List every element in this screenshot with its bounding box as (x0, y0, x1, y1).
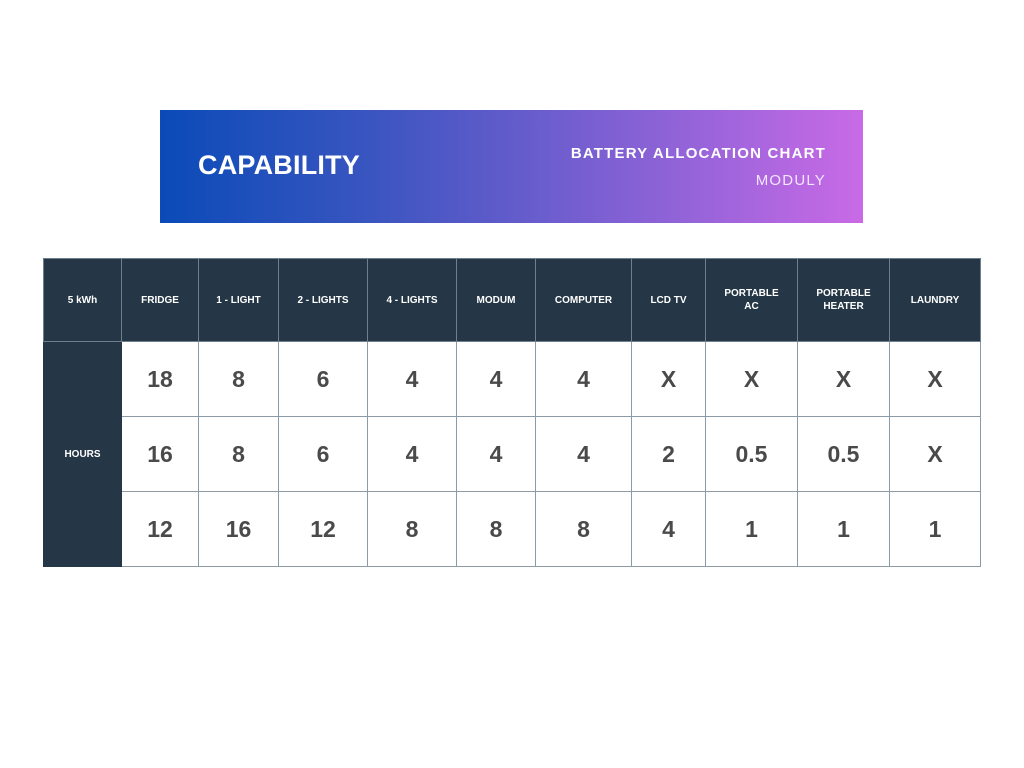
brand-name: MODULY (755, 172, 826, 189)
table-cell: 1 (797, 491, 890, 567)
hours-row-header: HOURS (43, 341, 122, 567)
table-cell: 8 (456, 491, 536, 567)
table-row: HOURS 18 8 6 4 4 4 X X X X (43, 341, 981, 567)
table-cell: 8 (535, 491, 632, 567)
table-cell: 12 (278, 491, 368, 567)
column-header-fridge: FRIDGE (121, 258, 199, 342)
table-cell: 6 (278, 341, 368, 417)
table-cell: 4 (367, 341, 457, 417)
table-cell: 4 (631, 491, 706, 567)
column-header-computer: COMPUTER (535, 258, 632, 342)
table-cell: 0.5 (797, 416, 890, 492)
table-cell: 8 (198, 341, 279, 417)
capacity-header: 5 kWh (43, 258, 122, 342)
column-header-portable-ac: PORTABLE AC (705, 258, 798, 342)
header-banner: CAPABILITY BATTERY ALLOCATION CHART MODU… (160, 110, 863, 223)
column-header-2-lights: 2 - LIGHTS (278, 258, 368, 342)
table-cell: X (797, 341, 890, 417)
table-cell: 12 (121, 491, 199, 567)
table-cell: 6 (278, 416, 368, 492)
table-cell: X (631, 341, 706, 417)
table-cell: X (889, 416, 981, 492)
column-header-1-light: 1 - LIGHT (198, 258, 279, 342)
table-cell: 4 (535, 341, 632, 417)
table-cell: 2 (631, 416, 706, 492)
table-cell: X (705, 341, 798, 417)
table-cell: 4 (367, 416, 457, 492)
column-header-lcd-tv: LCD TV (631, 258, 706, 342)
column-header-portable-heater: PORTABLE HEATER (797, 258, 890, 342)
table-cell: 8 (367, 491, 457, 567)
allocation-table: 5 kWh FRIDGE 1 - LIGHT 2 - LIGHTS 4 - LI… (43, 258, 981, 567)
chart-subtitle: BATTERY ALLOCATION CHART (570, 145, 826, 162)
table-cell: 4 (456, 341, 536, 417)
column-header-modum: MODUM (456, 258, 536, 342)
table-cell: 8 (198, 416, 279, 492)
table-cell: 1 (705, 491, 798, 567)
page-title: CAPABILITY (198, 150, 360, 180)
column-header-4-lights: 4 - LIGHTS (367, 258, 457, 342)
table-cell: 1 (889, 491, 981, 567)
table-cell: 0.5 (705, 416, 798, 492)
table-cell: 4 (456, 416, 536, 492)
table-row: 12 16 12 8 8 8 4 1 1 1 (44, 491, 981, 567)
table-cell: X (889, 341, 981, 417)
table-row: 16 8 6 4 4 4 2 0.5 0.5 X (44, 416, 981, 492)
column-header-laundry: LAUNDRY (889, 258, 981, 342)
table-cell: 16 (198, 491, 279, 567)
table-header-row: 5 kWh FRIDGE 1 - LIGHT 2 - LIGHTS 4 - LI… (43, 258, 981, 342)
table-cell: 4 (535, 416, 632, 492)
table-cell: 18 (121, 341, 199, 417)
table-cell: 16 (121, 416, 199, 492)
